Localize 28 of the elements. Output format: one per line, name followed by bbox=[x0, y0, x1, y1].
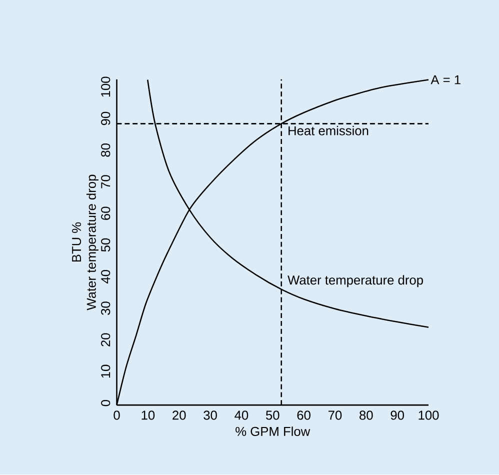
x-tick-label: 20 bbox=[172, 410, 186, 420]
y-tick-label: 40 bbox=[101, 270, 110, 284]
y-tick-label: 100 bbox=[101, 76, 110, 97]
x-tick-label: 50 bbox=[266, 410, 280, 420]
x-tick-label: 80 bbox=[360, 410, 373, 420]
y-tick-label: 90 bbox=[101, 112, 110, 126]
x-tick-label: 60 bbox=[297, 410, 310, 420]
annotation: A = 1 bbox=[430, 76, 460, 84]
series-label: Heat emission bbox=[288, 126, 368, 136]
y-tick-label: 70 bbox=[101, 175, 110, 188]
series-label: Water temperature drop bbox=[288, 275, 423, 288]
x-axis-title: % GPM Flow bbox=[236, 426, 310, 436]
x-tick-label: 10 bbox=[142, 410, 155, 420]
x-tick-label: 0 bbox=[114, 410, 120, 420]
y-tick-label: 60 bbox=[101, 206, 110, 220]
x-tick-label: 90 bbox=[390, 410, 404, 420]
y-tick-label: 20 bbox=[101, 333, 110, 347]
y-axis-title: BTU % bbox=[72, 222, 82, 262]
x-tick-label: 100 bbox=[418, 410, 439, 420]
x-tick-label: 30 bbox=[204, 410, 217, 420]
y-tick-label: 50 bbox=[101, 238, 110, 252]
x-tick-label: 40 bbox=[234, 410, 248, 420]
y-tick-label: 80 bbox=[101, 144, 110, 157]
y-tick-label: 10 bbox=[101, 365, 110, 378]
text: Water temperature drop bbox=[86, 175, 98, 310]
x-tick-label: 70 bbox=[328, 410, 342, 420]
y-tick-label: 0 bbox=[101, 400, 110, 406]
y-tick-label: 30 bbox=[101, 302, 110, 316]
